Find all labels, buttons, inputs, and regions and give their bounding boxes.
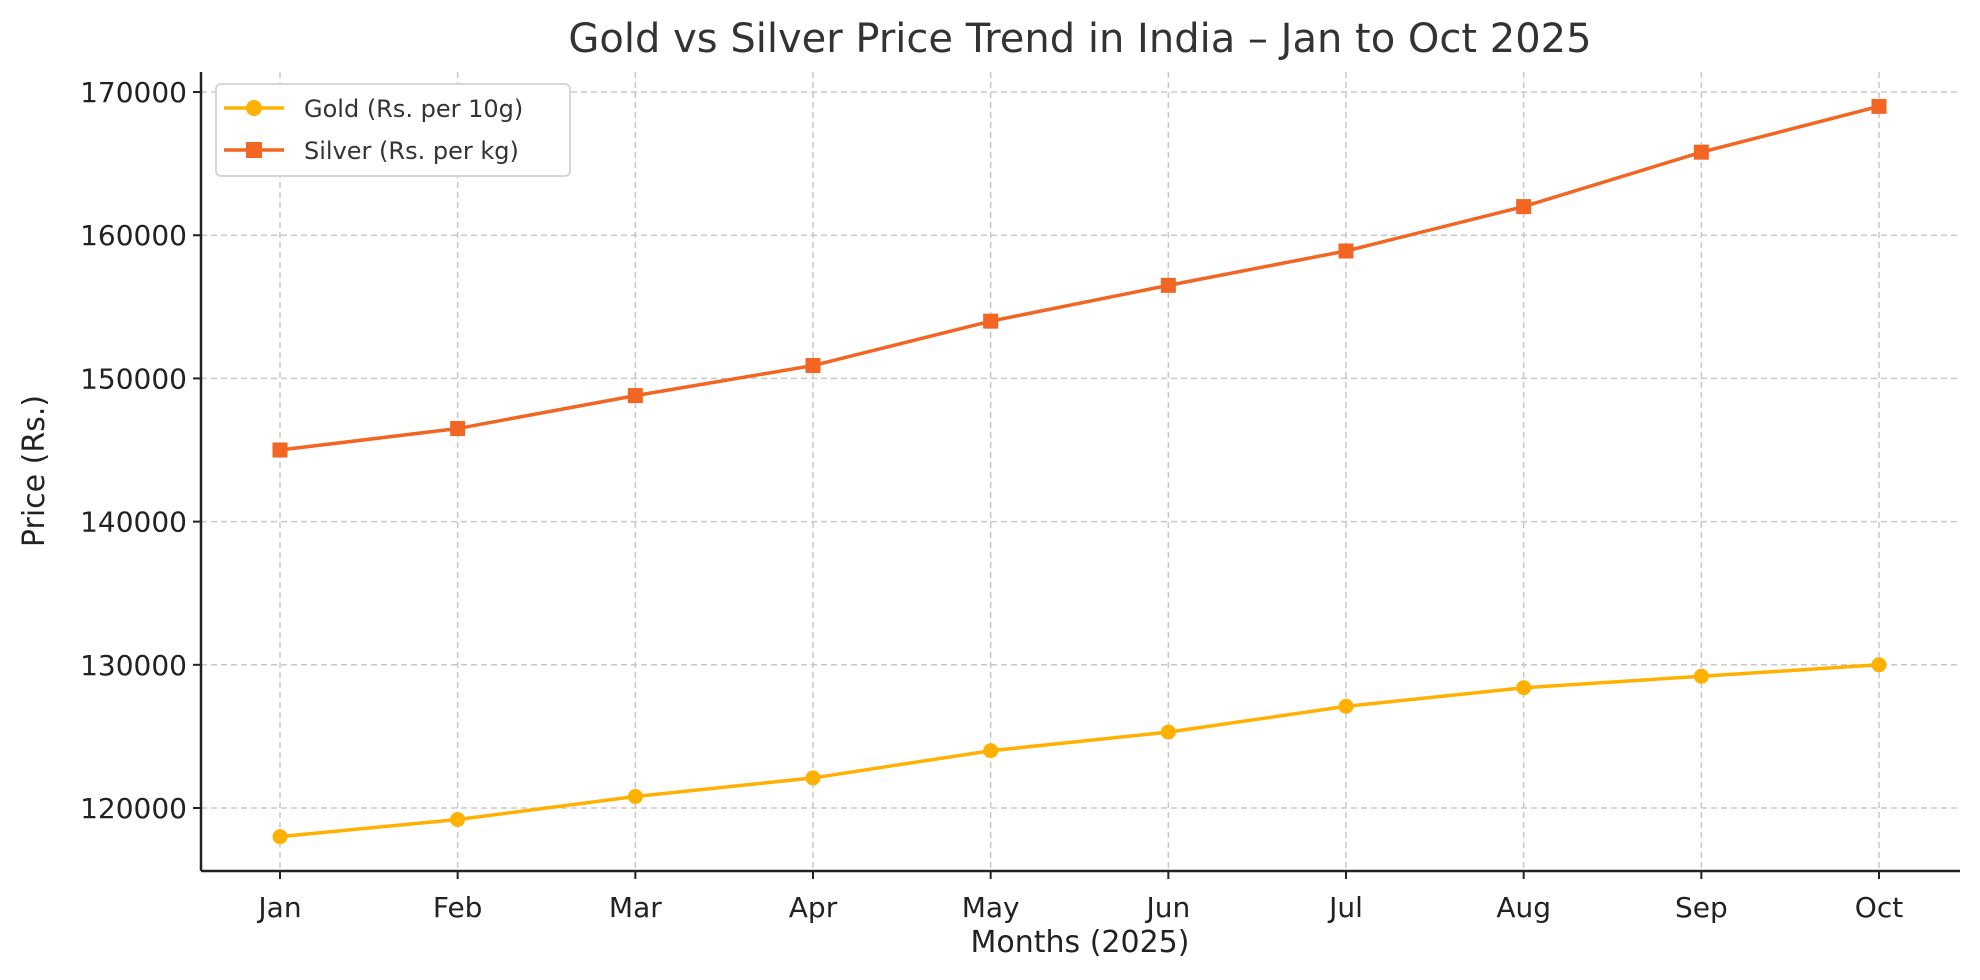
silver-point [1160, 277, 1176, 293]
x-tick-label: Sep [1675, 891, 1728, 924]
y-tick-label: 130000 [80, 649, 187, 682]
gold-point [272, 829, 288, 845]
legend: Gold (Rs. per 10g) Silver (Rs. per kg) [215, 83, 571, 177]
gold-point [1693, 668, 1709, 684]
gold-point [983, 743, 999, 759]
gold-point [1871, 657, 1887, 673]
axes: Jan Feb Mar Apr May Jun Jul Aug Sep Oct 120000 1300… [80, 72, 1960, 924]
silver-point [1516, 199, 1532, 215]
y-tick-label: 170000 [80, 76, 187, 109]
x-tick-label: Feb [433, 891, 483, 924]
silver-point [983, 313, 999, 329]
y-tick-label: 160000 [80, 219, 187, 252]
x-tick-label: Jan [256, 891, 301, 924]
silver-point [1693, 144, 1709, 160]
y-tick-label: 150000 [80, 362, 187, 395]
legend-gold-label: Gold (Rs. per 10g) [304, 95, 523, 123]
chart-title: Gold vs Silver Price Trend in India – Ja… [568, 16, 1591, 62]
y-tick-label: 140000 [80, 506, 187, 539]
legend-gold-marker [246, 100, 262, 116]
silver-point [450, 421, 466, 437]
silver-point [627, 388, 643, 404]
grid [201, 72, 1960, 871]
x-tick-label: Jul [1327, 891, 1363, 924]
gold-point [805, 770, 821, 786]
legend-silver-marker [246, 142, 262, 158]
gold-point [1516, 680, 1532, 696]
x-tick-label: Apr [789, 891, 838, 924]
x-tick-label: Oct [1855, 891, 1903, 924]
y-axis-label: Price (Rs.) [17, 395, 52, 547]
gold-point [1160, 724, 1176, 740]
x-tick-label: Aug [1496, 891, 1551, 924]
silver-line [279, 104, 1880, 452]
legend-silver-label: Silver (Rs. per kg) [304, 137, 519, 165]
y-tick-label: 120000 [80, 792, 187, 825]
silver-point [1871, 98, 1887, 114]
x-axis-label: Months (2025) [971, 925, 1190, 960]
x-tick-label: May [962, 891, 1020, 924]
x-tick-label: Jun [1144, 891, 1190, 924]
x-tick-label: Mar [609, 891, 662, 924]
gold-point [450, 811, 466, 827]
gold-point [627, 789, 643, 805]
gold-point [1338, 698, 1354, 714]
series-group [272, 98, 1887, 845]
silver-point [272, 442, 288, 458]
silver-point [1338, 243, 1354, 259]
legend-box [215, 83, 571, 177]
gold-line [279, 663, 1880, 839]
silver-point [805, 358, 821, 374]
